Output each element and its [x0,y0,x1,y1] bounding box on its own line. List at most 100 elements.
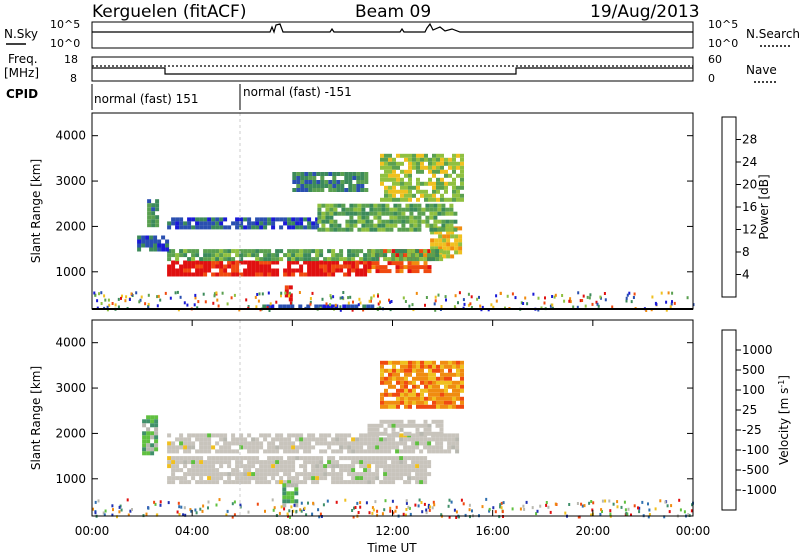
power-cell [450,254,455,259]
power-noise-cell [469,302,472,306]
power-cell [433,219,438,224]
power-cell [324,180,329,184]
power-cell [385,227,390,232]
velocity-cell [371,476,376,481]
cpid-label: CPID [6,87,38,101]
velocity-cell [286,499,291,504]
velocity-cell [327,456,332,461]
velocity-cell [146,415,151,420]
velocity-cell [286,495,291,500]
velocity-noise-cell [147,506,150,510]
velocity-cell [231,480,236,485]
power-cell [235,268,240,273]
colorbar-tick-label: 20 [742,178,757,192]
power-cell [369,219,374,224]
velocity-cell [171,449,176,454]
power-cell [445,211,450,216]
velocity-cell [351,472,356,477]
power-cell [392,157,396,162]
power-cell [392,177,396,182]
velocity-cell [387,456,392,461]
velocity-noise-cell [502,501,505,505]
velocity-cell [395,468,400,473]
power-cell [155,207,160,212]
velocity-cell [363,468,368,473]
power-cell [271,221,276,226]
power-cell [453,211,458,216]
velocity-cell [455,441,460,446]
velocity-cell [231,441,236,446]
power-cell [263,253,268,258]
power-cell [231,264,236,269]
velocity-cell [452,396,456,401]
power-cell [380,161,384,166]
velocity-cell [247,472,252,477]
power-cell [151,219,156,224]
power-cell [448,197,452,202]
velocity-cell [444,380,448,385]
power-cell [364,180,369,184]
power-cell [438,238,443,243]
power-cell [375,249,380,254]
velocity-cell [207,464,212,469]
power-cell [425,203,430,208]
power-noise-cell [121,294,123,298]
power-cell [421,211,426,216]
power-cell [395,269,400,274]
velocity-cell [391,472,396,477]
velocity-cell [267,472,272,477]
velocity-noise-cell [421,510,424,514]
power-cell [308,188,313,192]
power-noise-cell [330,296,333,300]
power-cell [438,242,443,247]
velocity-cell [408,368,412,373]
power-cell [375,269,380,274]
velocity-cell [223,449,228,454]
velocity-cell [263,437,268,442]
power-cell [203,272,208,277]
velocity-cell [323,441,328,446]
power-noise-cell [454,294,457,298]
velocity-noise-cell [183,506,186,510]
velocity-noise-cell [500,501,503,505]
power-cell [442,238,447,243]
velocity-cell [243,456,248,461]
velocity-cell [199,464,204,469]
velocity-noise-cell [407,505,410,509]
velocity-cell [432,388,436,393]
power-cell [215,257,220,262]
power-noise-cell [130,292,133,296]
power-cell [399,249,404,254]
velocity-noise-cell [549,510,552,514]
velocity-noise-cell [354,506,357,509]
velocity-cell [452,360,456,365]
power-noise-cell [463,302,466,306]
velocity-cell [167,445,172,450]
power-cell [270,304,275,309]
velocity-noise-cell [450,500,453,504]
velocity-cell [211,472,216,477]
velocity-cell [271,468,276,473]
power-cell [384,165,388,170]
power-cell [207,217,212,222]
power-cell [428,157,432,162]
velocity-cell [154,415,159,420]
velocity-noise-cell [392,511,395,515]
power-cell [434,238,439,243]
power-cell [389,207,394,212]
power-noise-cell [492,305,495,309]
velocity-noise-cell [404,513,407,517]
power-cell [384,157,388,162]
velocity-cell [311,476,316,481]
power-cell [434,242,439,247]
power-noise-cell [577,291,580,295]
velocity-cell [142,419,147,424]
velocity-cell [142,423,147,428]
velocity-cell [154,431,159,436]
velocity-noise-cell [568,503,571,506]
power-cell [424,157,428,162]
power-cell [388,197,392,202]
power-cell [215,272,220,277]
velocity-cell [408,396,412,401]
